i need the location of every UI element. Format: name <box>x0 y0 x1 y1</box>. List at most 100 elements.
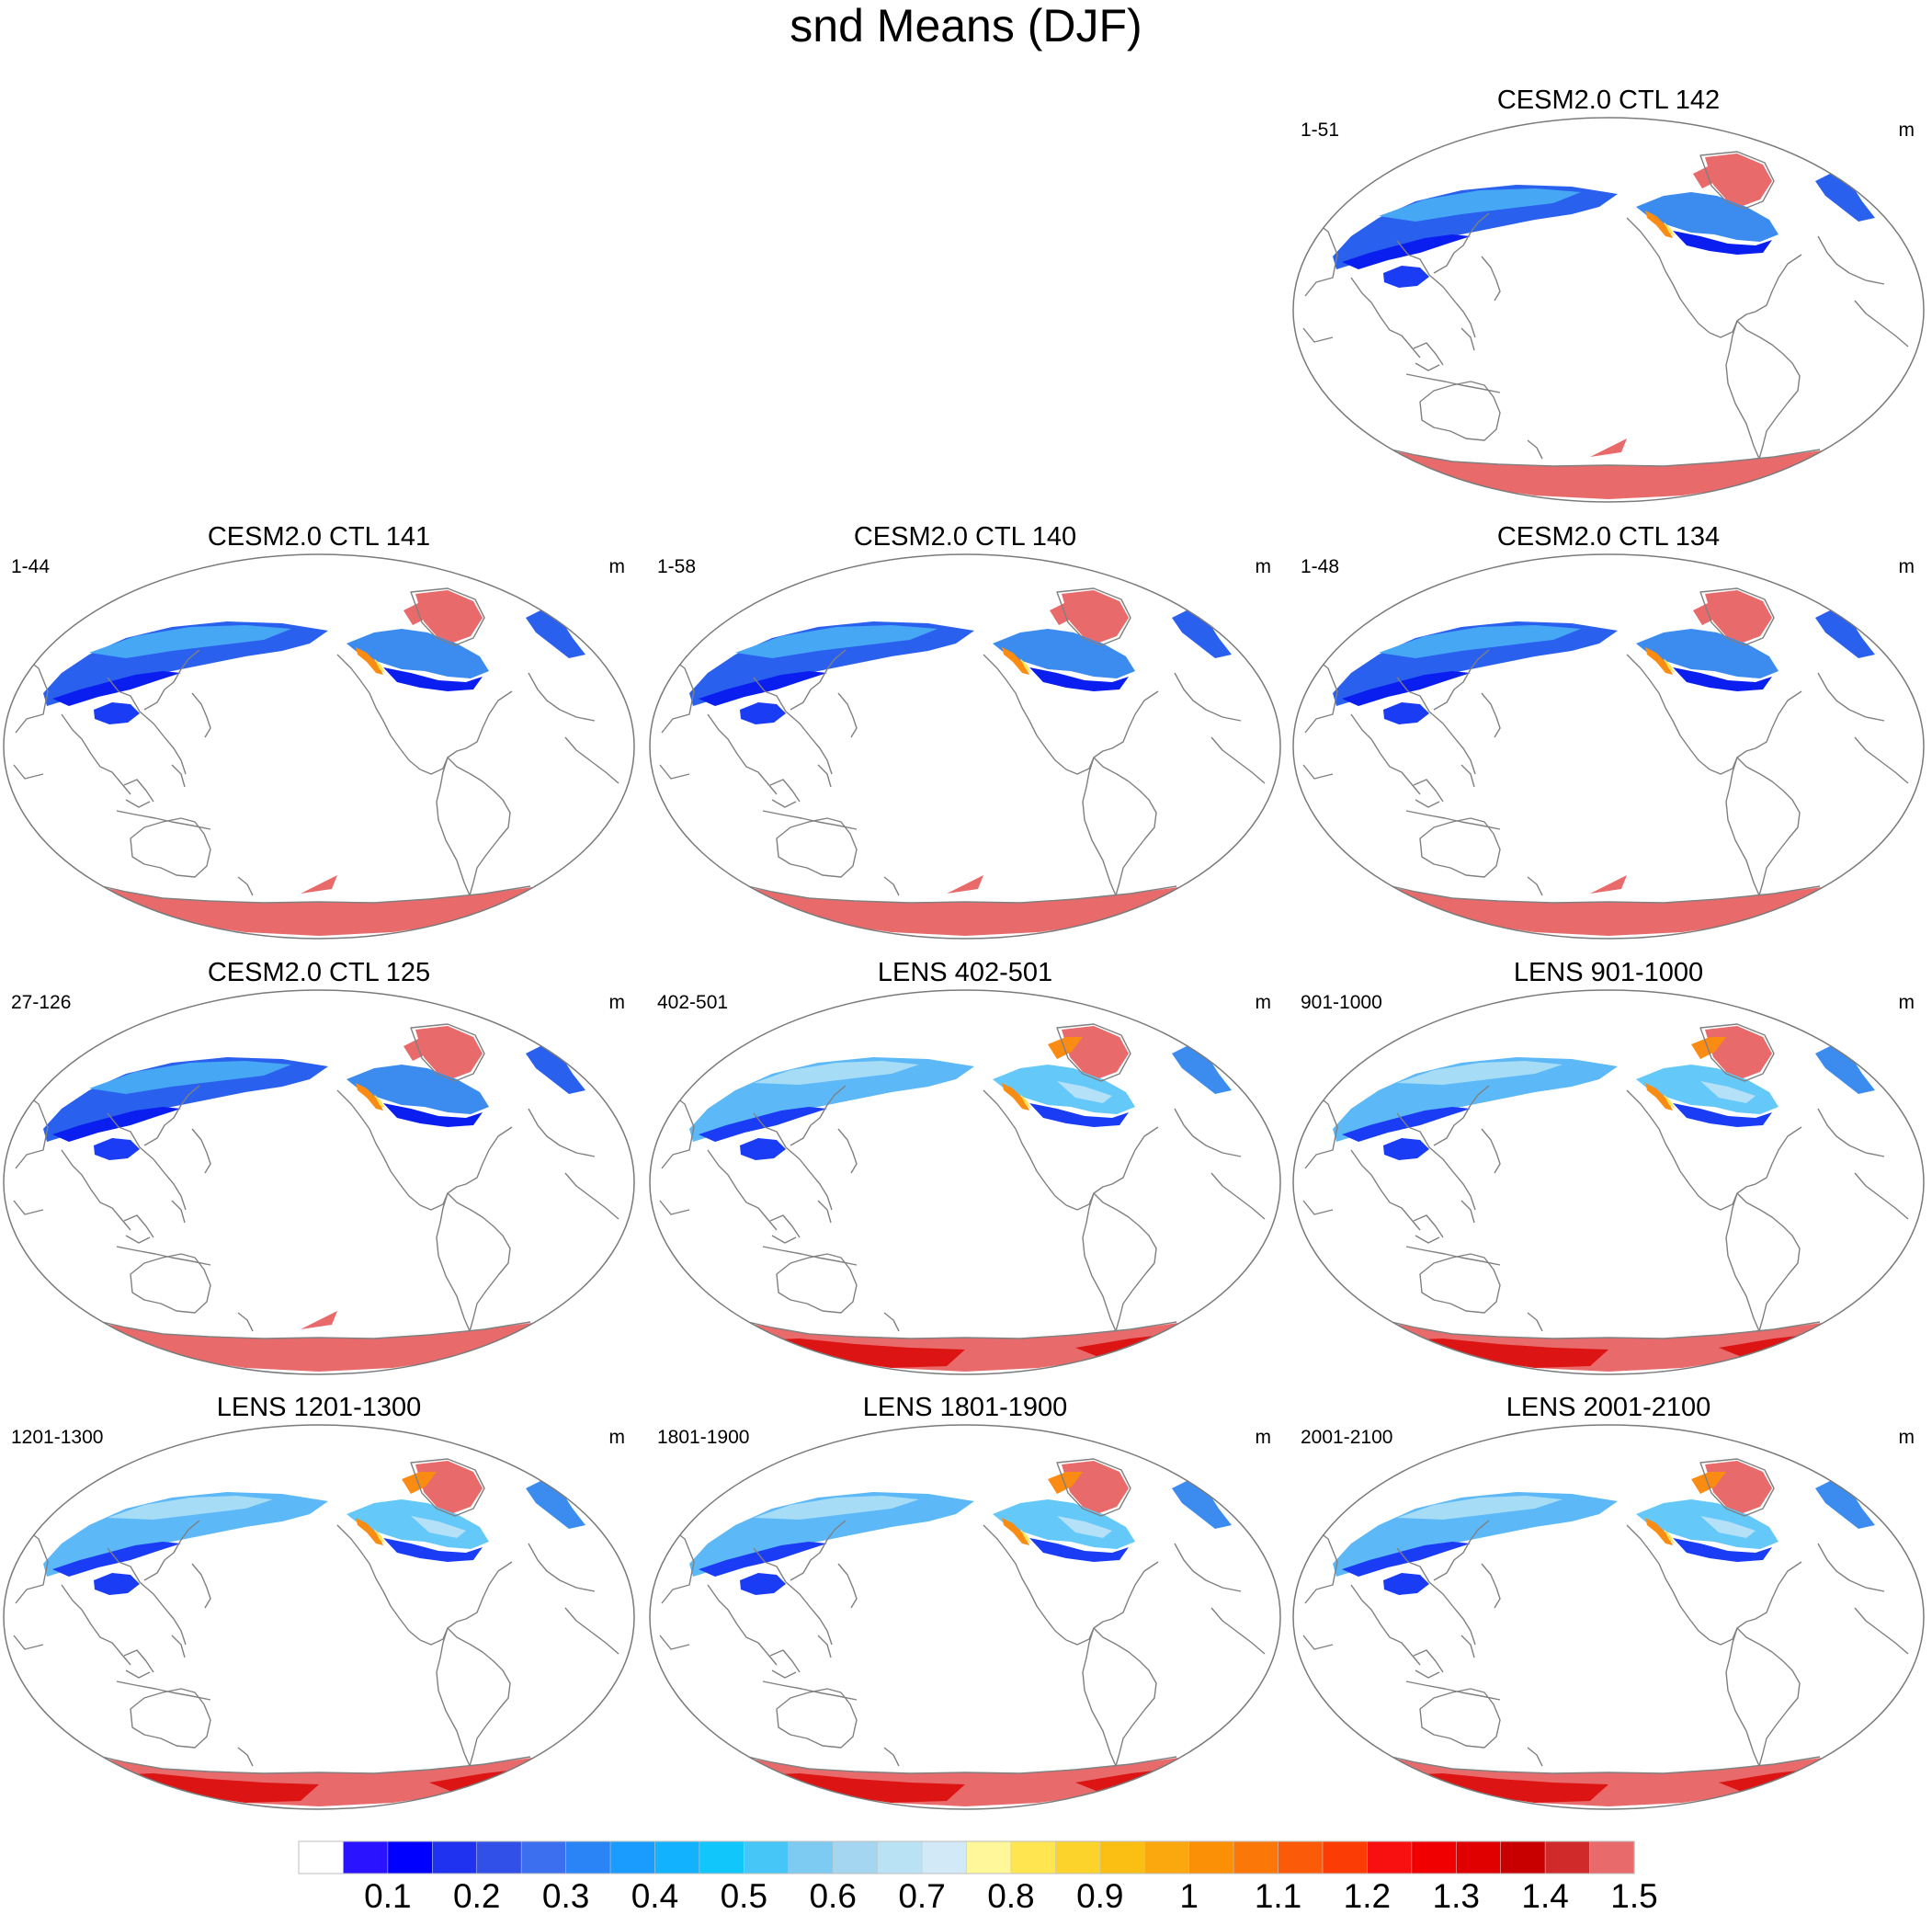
colorbar-outline <box>298 1840 1635 1874</box>
colorbar-box <box>1367 1840 1413 1874</box>
panel-title: LENS 1801-1900 <box>863 1393 1068 1422</box>
map-panel: CESM2.0 CTL 140 1-58 m <box>649 522 1281 940</box>
colorbar-box <box>520 1840 567 1874</box>
colorbar: 0.1 0.2 0.3 0.4 0.5 0.6 0.7 0.8 0.9 1 1.1 1.2 1.3 1.4… <box>298 1840 1658 1914</box>
colorbar-box <box>654 1840 700 1874</box>
map-panels: CESM2.0 CTL 142 1-51 m CESM2.0 CTL 141 1-44 m… <box>3 85 1925 1810</box>
map-panel: LENS 2001-2100 2001-2100 m <box>1292 1393 1925 1810</box>
panel-range: 27-126 <box>11 992 71 1013</box>
colorbar-box <box>1099 1840 1146 1874</box>
map-border <box>1292 553 1925 940</box>
colorbar-tick-label: 1.2 <box>1344 1877 1391 1914</box>
map-border <box>3 989 635 1375</box>
colorbar-box <box>1500 1840 1546 1874</box>
map-panel: LENS 402-501 402-501 m <box>649 958 1281 1375</box>
colorbar-tick-label: 1.5 <box>1610 1877 1657 1914</box>
colorbar-box <box>476 1840 522 1874</box>
colorbar-box <box>877 1840 923 1874</box>
map-border <box>1292 1424 1925 1810</box>
panel-units: m <box>1256 556 1272 577</box>
colorbar-labels: 0.1 0.2 0.3 0.4 0.5 0.6 0.7 0.8 0.9 1 1.1 1.2 1.3 1.4… <box>364 1877 1658 1914</box>
colorbar-box <box>431 1840 478 1874</box>
panel-title: LENS 2001-2100 <box>1506 1393 1711 1422</box>
colorbar-box <box>565 1840 611 1874</box>
panel-range: 2001-2100 <box>1301 1427 1392 1448</box>
colorbar-tick-label: 1.4 <box>1521 1877 1568 1914</box>
colorbar-box <box>1455 1840 1502 1874</box>
colorbar-box <box>699 1840 745 1874</box>
colorbar-tick-label: 0.4 <box>631 1877 678 1914</box>
panel-range: 1-51 <box>1301 120 1339 141</box>
panel-units: m <box>1256 992 1272 1013</box>
colorbar-tick-label: 0.9 <box>1076 1877 1123 1914</box>
map-border <box>649 989 1281 1375</box>
colorbar-tick-label: 0.5 <box>721 1877 767 1914</box>
panel-title: LENS 901-1000 <box>1514 958 1703 987</box>
panel-title: CESM2.0 CTL 142 <box>1497 85 1720 115</box>
figure-title: snd Means (DJF) <box>790 0 1142 51</box>
colorbar-box <box>298 1840 345 1874</box>
panel-units: m <box>609 992 626 1013</box>
colorbar-box <box>744 1840 790 1874</box>
colorbar-tick-label: 0.1 <box>364 1877 411 1914</box>
colorbar-tick-label: 0.7 <box>898 1877 945 1914</box>
colorbar-box <box>1010 1840 1057 1874</box>
panel-units: m <box>1899 556 1915 577</box>
colorbar-tick-label: 0.8 <box>987 1877 1034 1914</box>
colorbar-box <box>832 1840 879 1874</box>
colorbar-box <box>1278 1840 1324 1874</box>
colorbar-tick-label: 1.3 <box>1433 1877 1480 1914</box>
colorbar-box <box>1544 1840 1591 1874</box>
colorbar-tick-label: 1.1 <box>1255 1877 1301 1914</box>
panel-range: 1-44 <box>11 556 50 577</box>
panel-units: m <box>1899 120 1915 141</box>
map-panel: CESM2.0 CTL 142 1-51 m <box>1292 85 1925 503</box>
panel-units: m <box>609 1427 626 1448</box>
map-border <box>3 1424 635 1810</box>
colorbar-tick-label: 0.3 <box>542 1877 589 1914</box>
panel-range: 1-58 <box>657 556 696 577</box>
map-border <box>649 553 1281 940</box>
panel-units: m <box>1256 1427 1272 1448</box>
panel-title: CESM2.0 CTL 140 <box>854 522 1076 552</box>
map-border <box>1292 117 1925 503</box>
colorbar-tick-label: 1 <box>1179 1877 1199 1914</box>
colorbar-boxes <box>298 1840 1635 1874</box>
map-border <box>1292 989 1925 1375</box>
panel-range: 1801-1900 <box>657 1427 749 1448</box>
panel-range: 901-1000 <box>1301 992 1382 1013</box>
map-panel: LENS 1801-1900 1801-1900 m <box>649 1393 1281 1810</box>
map-border <box>649 1424 1281 1810</box>
panel-range: 1201-1300 <box>11 1427 103 1448</box>
colorbar-box <box>1233 1840 1279 1874</box>
colorbar-box <box>921 1840 968 1874</box>
colorbar-box <box>1322 1840 1369 1874</box>
panel-title: LENS 1201-1300 <box>217 1393 422 1422</box>
panel-title: CESM2.0 CTL 141 <box>208 522 430 552</box>
colorbar-box <box>343 1840 389 1874</box>
map-panel: CESM2.0 CTL 125 27-126 m <box>3 958 635 1375</box>
panel-title: CESM2.0 CTL 125 <box>208 958 430 987</box>
colorbar-box <box>387 1840 434 1874</box>
panel-title: LENS 402-501 <box>878 958 1052 987</box>
map-panel: LENS 1201-1300 1201-1300 m <box>3 1393 635 1810</box>
panel-units: m <box>1899 1427 1915 1448</box>
map-panel: CESM2.0 CTL 134 1-48 m <box>1292 522 1925 940</box>
map-panel: LENS 901-1000 901-1000 m <box>1292 958 1925 1375</box>
panel-units: m <box>609 556 626 577</box>
colorbar-tick-label: 0.6 <box>809 1877 856 1914</box>
colorbar-box <box>1589 1840 1635 1874</box>
panel-range: 402-501 <box>657 992 728 1013</box>
colorbar-box <box>1411 1840 1458 1874</box>
panel-range: 1-48 <box>1301 556 1339 577</box>
colorbar-box <box>1188 1840 1234 1874</box>
panel-title: CESM2.0 CTL 134 <box>1497 522 1720 552</box>
colorbar-tick-label: 0.2 <box>453 1877 500 1914</box>
colorbar-box <box>1055 1840 1101 1874</box>
panel-units: m <box>1899 992 1915 1013</box>
colorbar-box <box>609 1840 656 1874</box>
colorbar-box <box>1143 1840 1190 1874</box>
map-panel: CESM2.0 CTL 141 1-44 m <box>3 522 635 940</box>
colorbar-box <box>788 1840 834 1874</box>
